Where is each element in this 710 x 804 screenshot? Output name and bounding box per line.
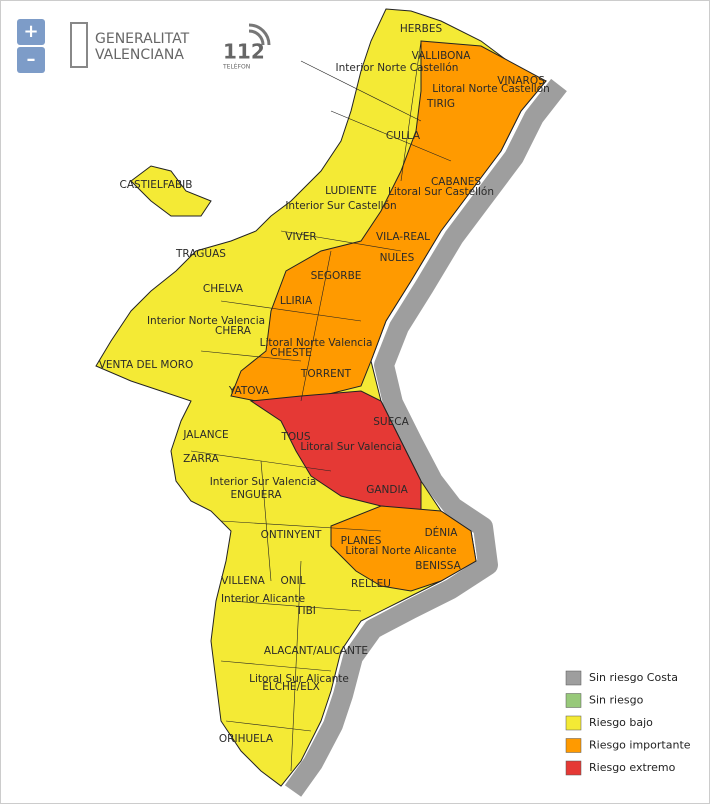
place-label: CHESTE: [270, 347, 312, 359]
place-label: SUECA: [373, 416, 409, 428]
legend-label: Riesgo bajo: [589, 716, 653, 729]
place-label: TOUS: [280, 431, 310, 443]
legend-swatch: [565, 693, 582, 708]
place-label: Litoral Norte Valencia: [260, 337, 373, 349]
place-label: RELLEU: [351, 578, 391, 590]
municipal-borders: [190, 40, 452, 772]
legend-swatch: [565, 670, 582, 686]
logo-text: GENERALITAT: [95, 31, 190, 47]
place-label: VILA-REAL: [376, 231, 430, 243]
place-label: Interior Alicante: [221, 593, 305, 605]
place-label: Litoral Norte Castellón: [432, 83, 550, 95]
place-labels: HERBES VALLIBONA Interior Norte Castelló…: [99, 23, 550, 745]
zoom-out-button[interactable]: –: [17, 47, 45, 73]
place-label: Litoral Norte Alicante: [345, 545, 456, 557]
logo-subtitle: TELÈFON: [222, 63, 250, 71]
place-label: TRAGUAS: [175, 248, 226, 260]
place-label: ZARRA: [183, 453, 220, 465]
place-label: TIRIG: [426, 98, 455, 110]
place-label: Interior Sur Castellón: [285, 200, 396, 212]
logo-emblem: [70, 22, 88, 68]
region-important-south: [330, 505, 477, 592]
legend: Sin riesgo Costa Sin riesgo Riesgo bajo Rie…: [565, 670, 691, 776]
place-label: Litoral Sur Castellón: [388, 186, 494, 198]
place-label: CHERA: [215, 325, 252, 337]
place-label: Litoral Sur Valencia: [300, 441, 401, 453]
place-label: CASTIELFABIB: [120, 179, 193, 191]
legend-label: Riesgo importante: [589, 739, 691, 752]
place-label: NULES: [380, 252, 415, 264]
place-label: PLANES: [341, 535, 382, 547]
place-label: Interior Norte Castellón: [336, 62, 459, 74]
place-label: GANDIA: [366, 484, 408, 496]
logo-waves: [248, 23, 271, 46]
place-label: VINAROS: [497, 75, 545, 87]
place-label: Litoral Sur Alicante: [249, 673, 349, 685]
place-label: VIVER: [285, 231, 316, 243]
place-label: ORIHUELA: [219, 733, 274, 745]
place-label: TIBI: [295, 605, 316, 617]
logo-generalitat: GENERALITAT VALENCIANA: [70, 22, 190, 68]
place-label: JALANCE: [182, 429, 228, 441]
place-label: LLIRIA: [280, 295, 313, 307]
place-label: VENTA DEL MORO: [99, 359, 194, 371]
place-label: Interior Sur Valencia: [210, 476, 317, 488]
place-label: Interior Norte Valencia: [147, 315, 265, 327]
region-low-castielfabib: [130, 165, 212, 217]
logo-text: VALENCIANA: [95, 47, 184, 63]
coast-strip: [284, 78, 567, 797]
legend-swatch: [565, 715, 582, 731]
place-label: LUDIENTE: [325, 185, 377, 197]
place-label: CABANES: [431, 176, 481, 188]
place-label: HERBES: [400, 23, 443, 35]
place-label: TORRENT: [300, 368, 352, 380]
legend-swatch: [565, 738, 582, 753]
place-label: VILLENA: [221, 575, 265, 587]
place-label: ONIL: [280, 575, 305, 587]
place-label: BENISSA: [415, 560, 461, 572]
place-label: YATOVA: [228, 385, 270, 397]
legend-label: Riesgo extremo: [589, 761, 676, 774]
zoom-in-button[interactable]: +: [17, 19, 45, 45]
place-label: ENGUERA: [231, 489, 283, 501]
place-label: VALLIBONA: [412, 50, 472, 62]
place-label: DÉNIA: [425, 526, 459, 539]
legend-swatch: [565, 760, 582, 776]
legend-label: Sin riesgo: [589, 694, 644, 707]
place-label: ONTINYENT: [261, 529, 322, 541]
place-label: CHELVA: [203, 283, 244, 295]
place-label: CULLA: [386, 130, 421, 142]
place-label: ALACANT/ALICANTE: [264, 645, 368, 657]
place-label: ELCHE/ELX: [262, 681, 320, 693]
logo-112: 112 TELÈFON: [222, 23, 271, 71]
legend-label: Sin riesgo Costa: [589, 671, 678, 684]
logo-number: 112: [223, 40, 265, 64]
place-label: SEGORBE: [311, 270, 362, 282]
